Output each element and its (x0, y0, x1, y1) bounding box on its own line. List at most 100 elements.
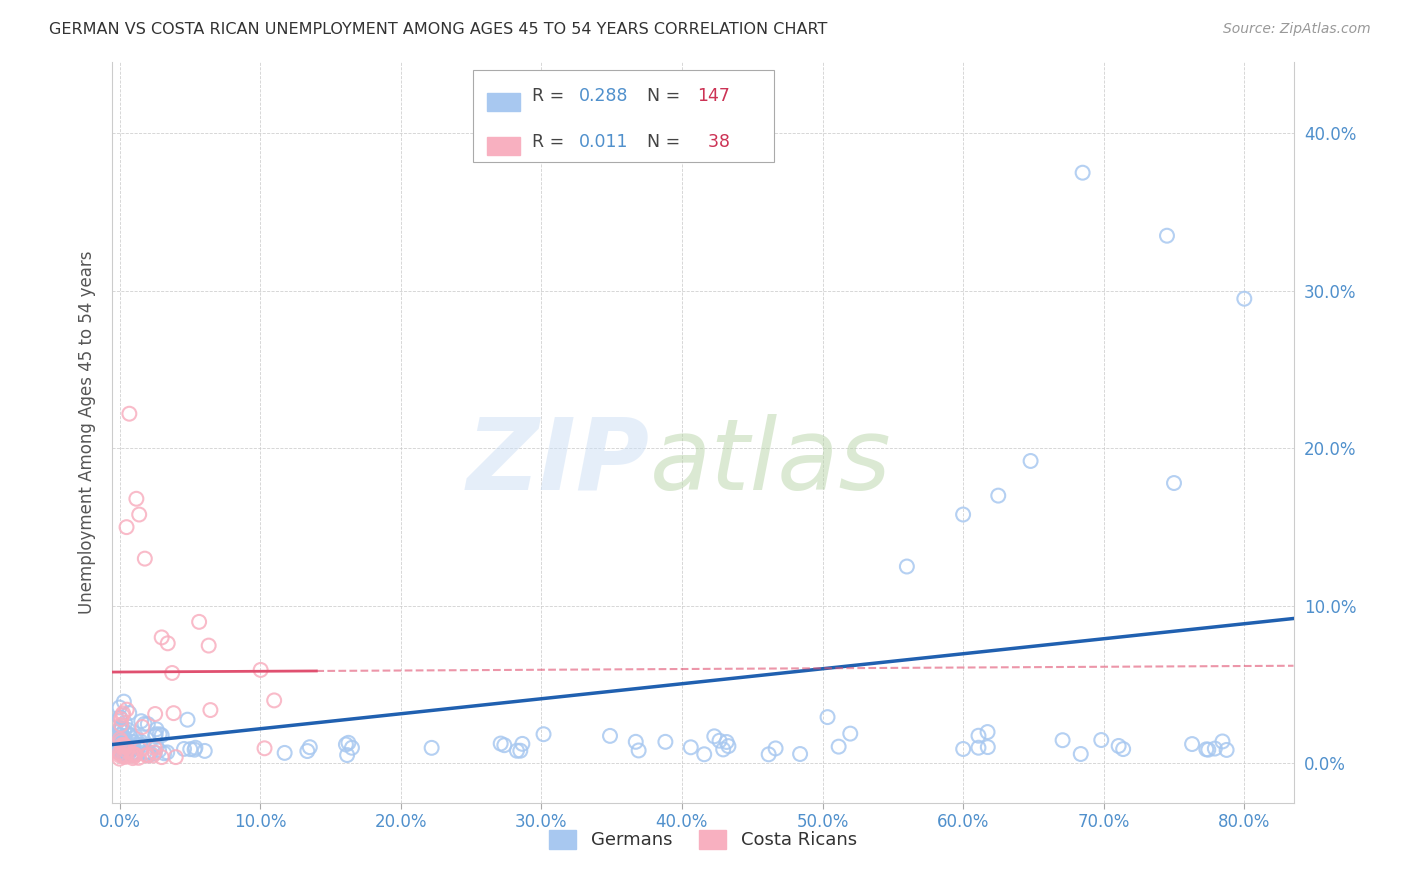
Point (703, 729, 725, 743)
Point (1195, 742, 1218, 756)
Point (1181, 737, 1204, 751)
Text: ZIP: ZIP (467, 414, 650, 511)
Text: GERMAN VS COSTA RICAN UNEMPLOYMENT AMONG AGES 45 TO 54 YEARS CORRELATION CHART: GERMAN VS COSTA RICAN UNEMPLOYMENT AMONG… (49, 22, 828, 37)
Point (111, 738, 134, 752)
Point (121, 742, 143, 756)
Point (143, 729, 166, 743)
Point (110, 723, 132, 738)
Point (1197, 742, 1219, 756)
Point (114, 741, 136, 756)
Point (1156, 228, 1178, 243)
Text: Source: ZipAtlas.com: Source: ZipAtlas.com (1223, 22, 1371, 37)
Point (298, 740, 321, 755)
Point (108, 732, 131, 747)
Point (134, 717, 156, 731)
Point (1090, 733, 1112, 747)
Point (977, 740, 1000, 755)
Point (108, 743, 131, 757)
Point (120, 741, 142, 756)
Point (145, 740, 167, 755)
Point (120, 743, 142, 757)
Legend: Germans, Costa Ricans: Germans, Costa Ricans (541, 823, 865, 856)
Point (118, 739, 141, 754)
Point (121, 748, 143, 763)
Point (110, 740, 132, 755)
Point (711, 742, 734, 756)
Point (150, 750, 173, 764)
Point (896, 559, 918, 574)
Point (128, 751, 150, 765)
Point (263, 693, 285, 707)
Point (111, 739, 134, 754)
Point (335, 738, 357, 752)
Text: 0.011: 0.011 (579, 134, 628, 152)
Point (128, 508, 150, 522)
Point (117, 723, 139, 737)
Point (110, 743, 132, 757)
Point (118, 746, 141, 760)
Text: 0.288: 0.288 (579, 87, 628, 105)
Point (156, 746, 179, 760)
Point (188, 615, 211, 629)
Point (118, 706, 141, 720)
Point (115, 744, 138, 758)
Point (340, 740, 363, 755)
Point (108, 746, 131, 760)
Point (112, 736, 135, 750)
Point (253, 741, 276, 756)
Text: N =: N = (648, 134, 681, 152)
Point (789, 747, 811, 761)
Point (110, 736, 132, 750)
Point (1052, 733, 1074, 747)
Point (111, 744, 134, 758)
Point (143, 746, 166, 760)
Point (1108, 739, 1130, 753)
Point (114, 739, 136, 754)
Point (150, 631, 173, 645)
Point (111, 747, 134, 762)
Point (765, 741, 787, 756)
Point (709, 733, 731, 747)
Point (176, 713, 198, 727)
Point (987, 489, 1010, 503)
Point (112, 731, 135, 746)
Point (108, 746, 131, 760)
Point (110, 742, 132, 756)
FancyBboxPatch shape (472, 70, 773, 162)
Point (145, 723, 167, 737)
Point (194, 744, 217, 758)
FancyBboxPatch shape (486, 93, 520, 111)
Point (533, 727, 555, 741)
Text: R =: R = (531, 134, 564, 152)
Point (173, 742, 195, 756)
Point (111, 730, 134, 744)
Point (108, 748, 131, 763)
Point (110, 747, 132, 762)
Point (1019, 454, 1042, 468)
Text: atlas: atlas (650, 414, 891, 511)
Point (976, 725, 998, 739)
Point (512, 737, 534, 751)
Point (110, 743, 132, 757)
Point (124, 747, 146, 762)
Point (122, 740, 145, 755)
Point (827, 739, 849, 754)
Point (115, 749, 138, 764)
Point (122, 735, 145, 749)
Point (108, 734, 131, 748)
Point (108, 744, 131, 758)
Point (115, 703, 138, 717)
Point (156, 636, 179, 650)
Point (110, 746, 132, 760)
Point (506, 744, 529, 758)
Point (143, 745, 166, 759)
Point (114, 743, 136, 757)
Point (108, 734, 131, 748)
Point (112, 749, 135, 764)
Point (200, 703, 222, 717)
Point (108, 723, 131, 737)
Point (114, 749, 136, 764)
Point (108, 710, 131, 724)
Point (127, 740, 149, 755)
Point (952, 508, 974, 522)
